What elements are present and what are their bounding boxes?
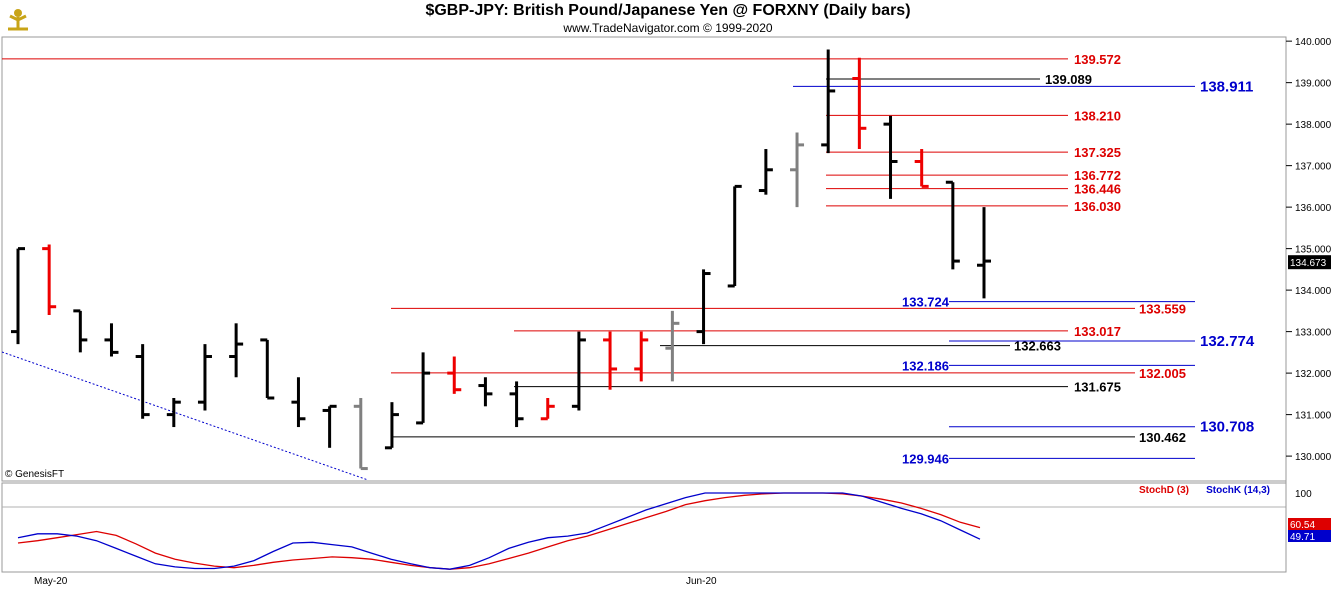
y-tick-label: 132.000 <box>1295 369 1332 380</box>
trend-line <box>1 351 369 481</box>
level-label: 133.559 <box>1139 301 1186 316</box>
y-tick-label: 134.000 <box>1295 286 1332 297</box>
level-label: 136.772 <box>1074 168 1121 183</box>
y-tick-label: 138.000 <box>1295 120 1332 131</box>
chart-title: $GBP-JPY: British Pound/Japanese Yen @ F… <box>425 2 911 19</box>
y-tick-label: 130.000 <box>1295 452 1332 463</box>
level-label: 132.774 <box>1200 333 1255 350</box>
level-label: 138.911 <box>1200 78 1253 95</box>
stoch-y-tick-label: 100 <box>1295 489 1312 500</box>
x-tick-label: May-20 <box>34 576 68 587</box>
level-label: 129.946 <box>902 451 949 466</box>
stoch-d-value: 60.54 <box>1290 520 1315 531</box>
y-tick-label: 135.000 <box>1295 245 1332 256</box>
y-tick-label: 136.000 <box>1295 203 1332 214</box>
y-tick-label: 140.000 <box>1295 37 1332 48</box>
level-label: 138.210 <box>1074 108 1121 123</box>
level-label: 133.724 <box>902 295 950 310</box>
level-label: 139.089 <box>1045 72 1092 87</box>
level-label: 136.030 <box>1074 199 1121 214</box>
genesis-logo-icon <box>4 2 32 32</box>
level-label: 132.005 <box>1139 366 1186 381</box>
stoch-d-legend: StochD (3) <box>1139 485 1189 496</box>
price-panel-frame <box>1 36 1287 482</box>
y-tick-label: 137.000 <box>1295 162 1332 173</box>
stoch-k-value-box <box>1288 530 1331 542</box>
stoch-k-line <box>17 492 981 570</box>
chart-subtitle: www.TradeNavigator.com © 1999-2020 <box>563 21 773 35</box>
level-label: 133.017 <box>1074 324 1121 339</box>
level-label: 139.572 <box>1074 52 1121 67</box>
x-tick-label: Jun-20 <box>686 576 717 587</box>
level-label: 137.325 <box>1074 145 1121 160</box>
stoch-k-value: 49.71 <box>1290 532 1315 543</box>
last-price-label: 134.673 <box>1290 258 1327 269</box>
y-tick-label: 131.000 <box>1295 411 1332 422</box>
level-label: 130.462 <box>1139 430 1186 445</box>
stoch-panel-frame <box>1 482 1287 573</box>
level-label: 131.675 <box>1074 380 1121 395</box>
level-label: 132.663 <box>1014 339 1061 354</box>
level-label: 132.186 <box>902 358 949 373</box>
level-label: 130.708 <box>1200 419 1254 436</box>
last-price-box <box>1288 255 1331 270</box>
copyright-label: © GenesisFT <box>5 469 64 480</box>
stoch-k-legend: StochK (14,3) <box>1206 485 1270 496</box>
y-tick-label: 133.000 <box>1295 328 1332 339</box>
stoch-d-value-box <box>1288 518 1331 530</box>
y-tick-label: 139.000 <box>1295 79 1332 90</box>
level-label: 136.446 <box>1074 182 1121 197</box>
stoch-d-line <box>17 492 981 570</box>
